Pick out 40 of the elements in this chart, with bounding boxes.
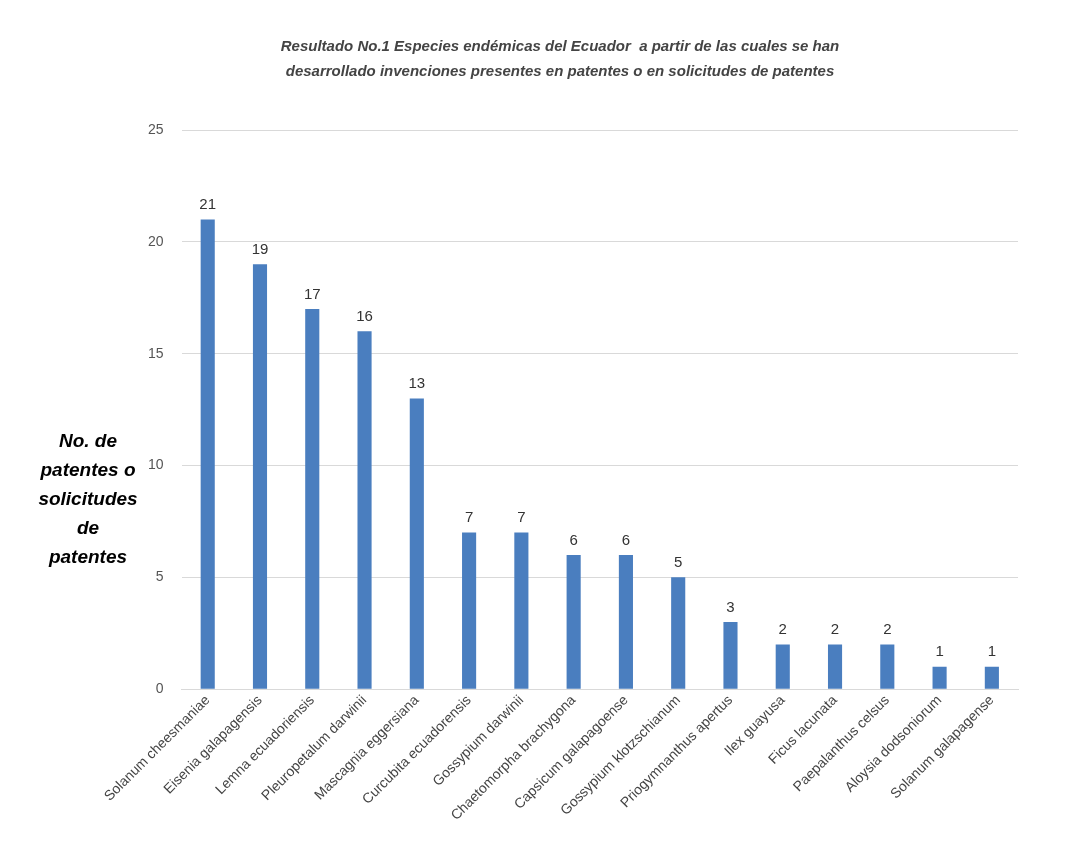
- data-label: 13: [408, 374, 426, 392]
- y-tick-label: 20: [147, 232, 164, 249]
- data-label: 1: [987, 642, 997, 660]
- bar: [462, 532, 477, 689]
- data-label: 7: [464, 508, 474, 526]
- data-label: 21: [199, 195, 217, 213]
- bar: [566, 554, 581, 689]
- bar: [252, 264, 268, 689]
- bar: [514, 532, 529, 689]
- bar: [827, 644, 843, 689]
- bar: [932, 666, 947, 689]
- bar: [618, 554, 633, 689]
- data-label: 19: [251, 239, 269, 257]
- y-tick-label: 15: [147, 344, 164, 361]
- y-tick-label: 0: [155, 680, 164, 697]
- data-label: 2: [830, 620, 840, 638]
- data-label: 1: [935, 642, 944, 660]
- bar: [305, 308, 320, 689]
- data-label: 7: [517, 508, 526, 526]
- bar: [200, 219, 215, 689]
- bar: [984, 666, 999, 689]
- data-label: 17: [303, 284, 321, 302]
- y-tick-label: 25: [147, 120, 164, 137]
- bar: [880, 644, 895, 689]
- data-label: 2: [778, 620, 787, 638]
- bar: [723, 622, 738, 689]
- data-label: 16: [356, 306, 373, 324]
- y-tick-label: 5: [155, 568, 164, 585]
- bar: [357, 331, 372, 689]
- bar: [671, 577, 686, 689]
- data-label: 6: [569, 530, 578, 548]
- data-label: 2: [883, 620, 892, 638]
- y-tick-label: 10: [147, 456, 164, 473]
- bar: [409, 398, 424, 689]
- data-label: 6: [621, 530, 631, 548]
- bar: [775, 644, 790, 689]
- data-label: 5: [674, 552, 683, 570]
- chart-title: Resultado No.1 Especies endémicas del Ecuador a partir de las cuales se han desarrollado invenciones presentes en patentes o en solicitudes de patentes: [280, 37, 840, 80]
- y-axis-title: No. de patentes o solicitudes de patentes: [38, 430, 138, 568]
- data-label: 3: [726, 597, 735, 615]
